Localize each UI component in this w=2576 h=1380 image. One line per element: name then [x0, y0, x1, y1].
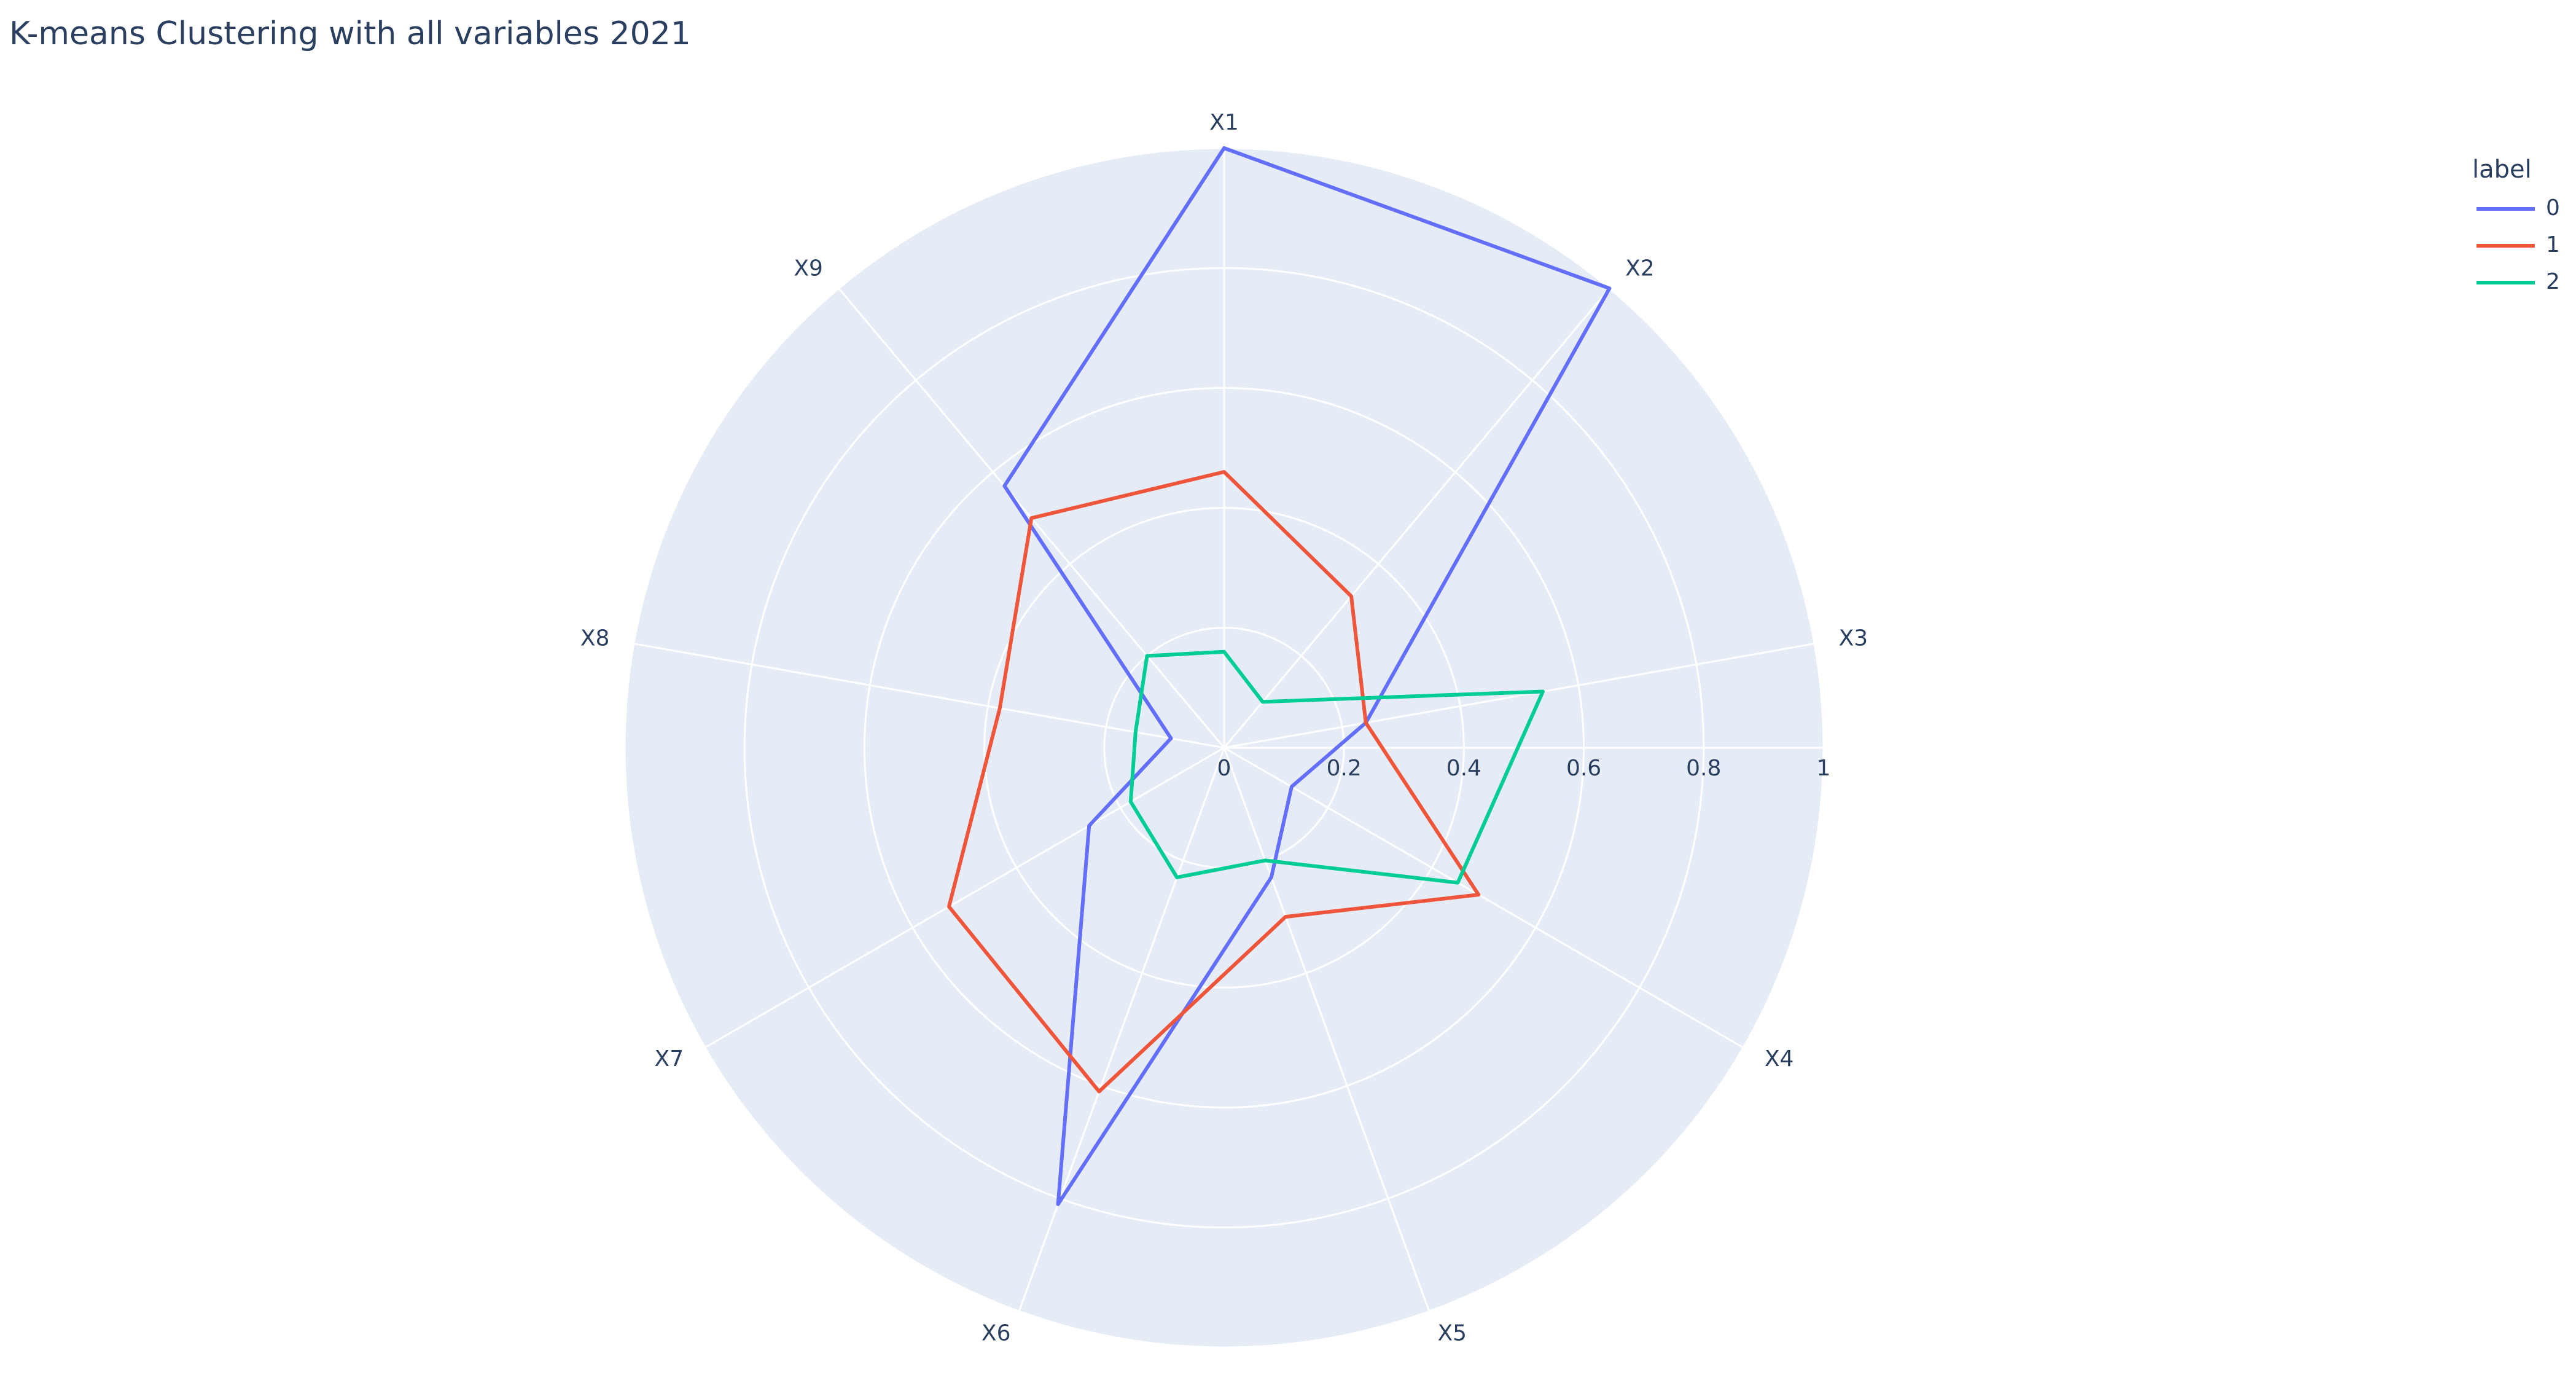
legend-label: 1 [2546, 232, 2560, 257]
angular-tick-label: X4 [1765, 1046, 1794, 1072]
angular-tick-label: X7 [655, 1046, 684, 1072]
angular-tick-label: X5 [1437, 1321, 1467, 1346]
spoke [1223, 747, 1430, 1312]
series-line [1002, 146, 1612, 1206]
radial-tick-label: 0.8 [1686, 756, 1721, 781]
angular-tick-label: X2 [1625, 256, 1655, 281]
radial-tick-label: 0.2 [1327, 756, 1362, 781]
angular-tick-label: X8 [580, 626, 610, 651]
series-line [1128, 649, 1545, 885]
spoke [633, 643, 1225, 749]
spoke [1018, 747, 1225, 1312]
radial-tick-label: 0.6 [1566, 756, 1601, 781]
legend-title: label [2472, 155, 2532, 184]
legend-label: 0 [2546, 195, 2560, 221]
radial-tick-label: 0.4 [1446, 756, 1481, 781]
spoke [1224, 643, 1815, 749]
angular-tick-label: X1 [1209, 110, 1239, 135]
radial-tick-label: 1 [1817, 756, 1831, 781]
angular-tick-label: X6 [982, 1321, 1011, 1346]
series-line [947, 470, 1481, 1094]
radial-tick-label: 0 [1217, 756, 1231, 781]
chart-title: K-means Clustering with all variables 20… [9, 15, 691, 52]
legend-label: 2 [2546, 269, 2560, 294]
angular-tick-label: X9 [794, 256, 823, 281]
spoke [1224, 747, 1744, 1049]
spoke [704, 747, 1225, 1049]
spoke [1223, 288, 1610, 748]
angular-tick-label: X3 [1839, 626, 1868, 651]
